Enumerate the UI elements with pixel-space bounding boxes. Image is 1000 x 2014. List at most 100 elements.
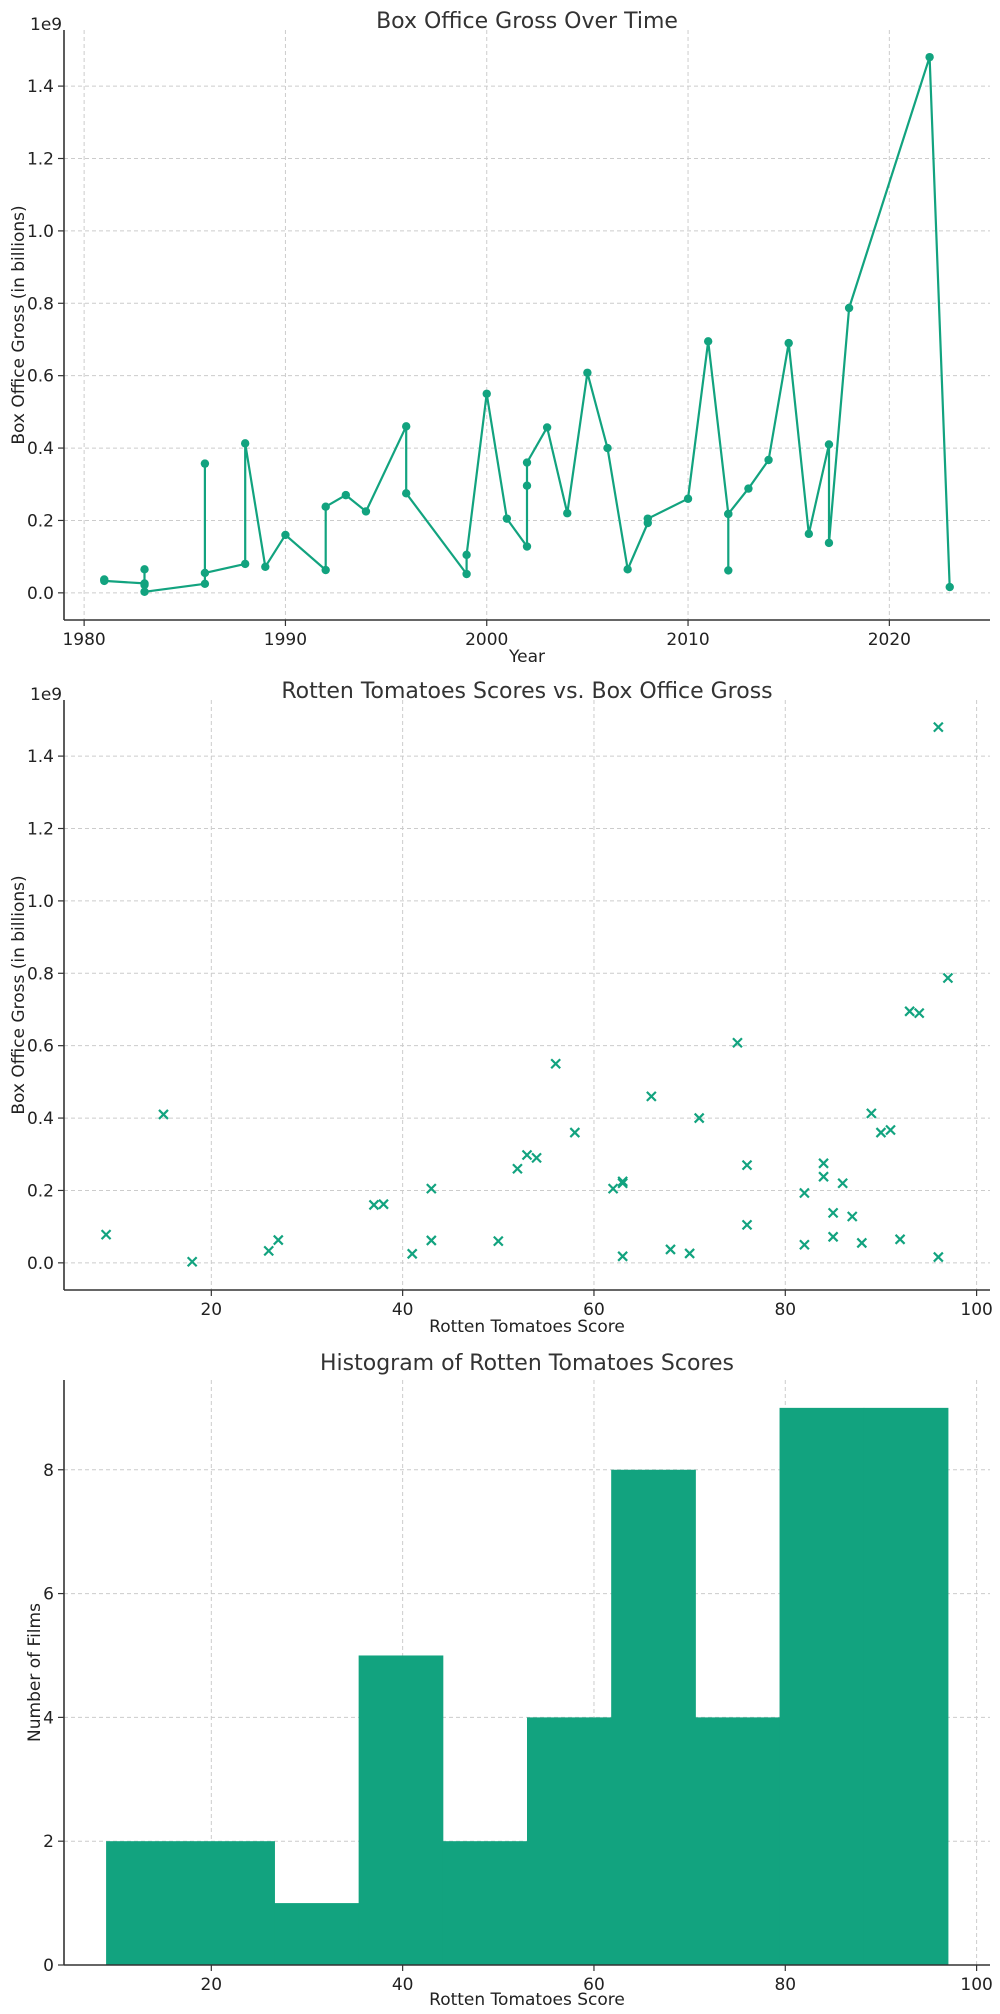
data-point-x-marker xyxy=(531,1152,542,1164)
data-point-x-marker xyxy=(904,1006,915,1017)
data-point xyxy=(361,507,371,516)
chart-title: Box Office Gross Over Time xyxy=(376,9,678,34)
data-point-x-marker xyxy=(866,1108,877,1119)
y-axis-offset-label: 1e9 xyxy=(30,685,62,705)
data-point xyxy=(522,542,532,551)
data-point-x-marker xyxy=(894,1234,906,1245)
data-point xyxy=(482,389,491,398)
x-tick-label: 100 xyxy=(960,1975,992,1995)
data-point xyxy=(703,337,713,346)
y-tick-label: 0.4 xyxy=(27,1109,54,1129)
data-point xyxy=(764,455,773,465)
y-tick-label: 0.0 xyxy=(27,1254,54,1274)
data-point xyxy=(522,481,532,490)
x-tick-label: 100 xyxy=(960,1300,992,1320)
data-point-x-marker xyxy=(186,1256,198,1268)
data-point-x-marker xyxy=(158,1109,169,1120)
data-point-x-marker xyxy=(885,1124,896,1136)
data-point xyxy=(321,565,330,575)
data-point-x-marker xyxy=(741,1159,753,1171)
data-point-x-marker xyxy=(512,1163,523,1175)
data-point xyxy=(542,423,552,432)
data-point xyxy=(824,538,834,548)
y-tick-label: 6 xyxy=(43,1585,54,1605)
data-point-x-marker xyxy=(426,1235,437,1246)
data-point xyxy=(724,566,733,575)
data-point-x-marker xyxy=(273,1234,284,1246)
histogram-bar xyxy=(442,1841,528,1965)
y-tick-label: 0.8 xyxy=(27,964,54,984)
data-point-x-marker xyxy=(665,1244,676,1255)
data-point xyxy=(261,562,270,571)
data-point xyxy=(824,440,834,449)
data-point xyxy=(724,509,733,519)
x-tick-label: 2000 xyxy=(465,630,508,650)
y-tick-label: 1.2 xyxy=(27,149,54,169)
histogram-bar xyxy=(274,1903,360,1965)
y-tick-label: 0.6 xyxy=(27,367,54,387)
data-point-x-marker xyxy=(406,1248,418,1260)
y-tick-label: 1.4 xyxy=(27,77,54,97)
x-tick-label: 2010 xyxy=(666,630,709,650)
data-point xyxy=(140,580,149,590)
y-tick-label: 8 xyxy=(43,1461,54,1481)
x-tick-label: 40 xyxy=(392,1975,414,1995)
y-tick-label: 0.2 xyxy=(27,1181,54,1201)
data-point-x-marker xyxy=(521,1149,533,1161)
y-axis-label: Number of Films xyxy=(25,1603,45,1742)
data-point-x-marker xyxy=(617,1176,628,1187)
data-point xyxy=(341,490,351,500)
data-point-x-marker xyxy=(846,1211,858,1222)
data-point-x-marker xyxy=(617,1251,628,1262)
y-tick-label: 0.0 xyxy=(27,584,54,604)
data-point xyxy=(281,530,290,540)
data-point xyxy=(402,489,411,498)
data-point xyxy=(200,459,210,468)
x-tick-label: 80 xyxy=(774,1300,796,1320)
data-point xyxy=(563,509,572,518)
data-point-x-marker xyxy=(818,1171,829,1182)
data-point xyxy=(683,494,693,503)
data-point-x-marker xyxy=(617,1177,628,1189)
data-point xyxy=(140,565,149,574)
series-line xyxy=(103,56,951,593)
data-point xyxy=(522,458,532,467)
data-point-x-marker xyxy=(693,1112,705,1124)
y-tick-label: 1.4 xyxy=(27,747,54,767)
data-point-x-marker xyxy=(837,1177,848,1189)
data-point-x-marker xyxy=(569,1127,581,1138)
histogram-bar xyxy=(527,1717,612,1965)
data-point-x-marker xyxy=(827,1207,839,1219)
y-tick-label: 1.0 xyxy=(27,892,54,912)
data-point-x-marker xyxy=(942,972,954,984)
data-point xyxy=(603,443,612,453)
x-axis-label: Rotten Tomatoes Score xyxy=(429,1317,625,1337)
x-axis-label: Year xyxy=(508,647,545,667)
data-point-x-marker xyxy=(933,1251,944,1263)
x-tick-label: 1990 xyxy=(264,630,307,650)
histogram-bar xyxy=(106,1841,191,1965)
data-point-x-marker xyxy=(732,1037,743,1049)
data-point-x-marker xyxy=(607,1183,619,1194)
data-point xyxy=(945,582,954,592)
x-tick-label: 1980 xyxy=(62,630,105,650)
data-point-x-marker xyxy=(741,1219,753,1231)
histogram-panel: 20 40 60 80 100 0 2 4 6 8 Histogram of Rotten Toma… xyxy=(25,1351,993,2010)
y-axis-label: Box Office Gross (in billions) xyxy=(9,875,29,1114)
data-point xyxy=(321,502,330,511)
data-point xyxy=(744,484,753,493)
y-tick-label: 0.8 xyxy=(27,294,54,314)
data-point-x-marker xyxy=(933,721,944,733)
data-point-x-marker xyxy=(263,1245,274,1257)
data-point xyxy=(925,52,934,62)
y-tick-label: 0 xyxy=(43,1956,54,1976)
data-point xyxy=(784,338,793,348)
y-tick-label: 0.4 xyxy=(27,439,54,459)
data-point-x-marker xyxy=(378,1198,389,1210)
data-point xyxy=(240,559,250,569)
data-point-x-marker xyxy=(426,1183,437,1194)
histogram-bar xyxy=(863,1407,949,1965)
x-tick-label: 20 xyxy=(200,1975,222,1995)
y-tick-label: 1.0 xyxy=(27,222,54,242)
histogram-bar xyxy=(779,1407,865,1965)
